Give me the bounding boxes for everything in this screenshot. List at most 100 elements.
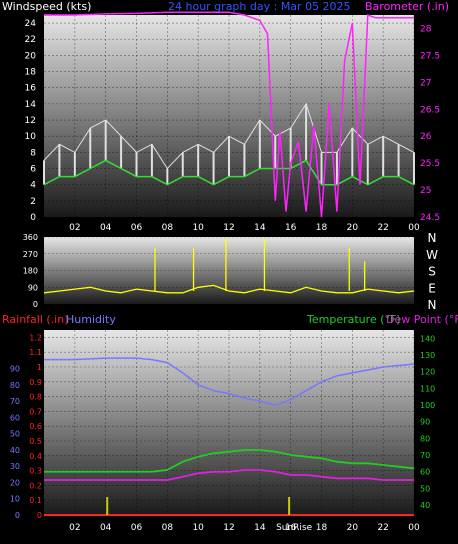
windspeed-tick-label: 24: [25, 19, 37, 29]
rainfall-tick-label: 0: [37, 511, 42, 520]
compass-label: S: [428, 265, 436, 279]
windspeed-tick-label: 2: [30, 197, 36, 207]
rainfall-tick-label: 0.2: [29, 481, 42, 490]
time-tick-label: 20: [347, 523, 359, 533]
barometer-line: [44, 11, 414, 218]
time-tick-label: 04: [100, 223, 112, 233]
temperature-line: [44, 449, 415, 473]
humidity-tick-label: 40: [10, 446, 20, 455]
direction-tick-label: 360: [23, 233, 38, 242]
time-tick-label: 00: [408, 523, 420, 533]
time-tick-label: 12: [223, 223, 234, 233]
humidity-tick-label: 20: [10, 478, 20, 487]
time-tick-label: 08: [162, 223, 174, 233]
rainfall-tick-label: 0.5: [29, 437, 42, 446]
windspeed-tick-label: 4: [30, 181, 36, 191]
graph-title: 24 hour graph day : Mar 05 2025: [168, 0, 351, 13]
windspeed-tick-label: 10: [25, 132, 37, 142]
temperature-axis-label: Temperature (°F): [306, 313, 401, 326]
humidity-axis-label: Humidity: [66, 313, 116, 326]
time-tick-label: 08: [162, 523, 174, 533]
time-tick-label: 06: [131, 523, 143, 533]
humidity-tick-label: 80: [10, 381, 20, 390]
time-tick-label: 06: [131, 223, 143, 233]
barometer-tick-label: 25: [420, 186, 431, 196]
time-tick-label: 14: [254, 523, 266, 533]
windspeed-tick-label: 12: [25, 116, 36, 126]
compass-label: E: [428, 281, 436, 295]
rainfall-tick-label: 1.1: [29, 348, 42, 357]
temperature-tick-label: 130: [420, 351, 435, 360]
time-tick-label: 22: [377, 523, 388, 533]
windspeed-tick-label: 22: [25, 35, 36, 45]
wind-direction-line: [43, 284, 415, 294]
time-tick-label: 20: [347, 223, 359, 233]
temperature-tick-label: 90: [420, 418, 430, 427]
humidity-tick-label: 60: [10, 413, 20, 422]
temperature-tick-label: 60: [420, 468, 430, 477]
windspeed-tick-label: 14: [25, 100, 37, 110]
barometer-tick-label: 26.5: [420, 105, 440, 115]
humidity-tick-label: 90: [10, 364, 20, 373]
time-tick-label: 02: [69, 223, 80, 233]
barometer-tick-label: 27.5: [420, 51, 440, 61]
temperature-tick-label: 100: [420, 401, 435, 410]
barometer-axis-label: Barometer (.in): [365, 0, 449, 13]
windspeed-tick-label: 6: [30, 165, 36, 175]
temperature-tick-label: 70: [420, 451, 430, 460]
time-tick-label: 18: [316, 223, 328, 233]
sunrise-label: SunRise: [276, 523, 313, 533]
compass-label: N: [428, 231, 437, 245]
time-tick-label: 10: [192, 523, 204, 533]
humidity-line: [44, 357, 415, 407]
time-tick-label: 14: [254, 223, 266, 233]
rainfall-tick-label: 0.4: [29, 452, 42, 461]
rainfall-axis-label: Rainfall (.in): [2, 313, 69, 326]
temperature-tick-label: 50: [420, 484, 430, 493]
rainfall-tick-label: 0.6: [29, 422, 42, 431]
temperature-tick-label: 120: [420, 368, 435, 377]
windspeed-tick-label: 18: [25, 68, 37, 78]
rainfall-tick-label: 1.2: [29, 333, 42, 342]
wind-average-line: [43, 159, 415, 186]
windspeed-axis-label: Windspeed (kts): [2, 0, 91, 13]
barometer-tick-label: 26: [420, 132, 432, 142]
time-tick-label: 04: [100, 523, 112, 533]
barometer-tick-label: 25.5: [420, 159, 440, 169]
time-tick-label: 02: [69, 523, 80, 533]
direction-tick-label: 90: [28, 283, 38, 292]
barometer-tick-label: 28: [420, 24, 432, 34]
time-tick-label: 16: [285, 223, 297, 233]
time-tick-label: 12: [223, 523, 234, 533]
dewpoint-axis-label: Dew Point (°F): [386, 313, 458, 326]
rainfall-tick-label: 0.7: [29, 407, 42, 416]
time-tick-label: 22: [377, 223, 388, 233]
windspeed-tick-label: 8: [30, 148, 36, 158]
rainfall-tick-label: 0.8: [29, 393, 42, 402]
rainfall-tick-label: 0.1: [29, 496, 42, 505]
time-tick-label: 18: [316, 523, 328, 533]
time-tick-label: 00: [408, 223, 420, 233]
rainfall-tick-label: 0.9: [29, 378, 42, 387]
temperature-tick-label: 110: [420, 384, 435, 393]
humidity-tick-label: 30: [10, 462, 20, 471]
windspeed-tick-label: 16: [25, 84, 37, 94]
time-tick-label: 10: [192, 223, 204, 233]
barometer-tick-label: 27: [420, 78, 431, 88]
windspeed-tick-label: 0: [30, 213, 36, 223]
rainfall-tick-label: 1: [37, 363, 42, 372]
temperature-tick-label: 40: [420, 501, 430, 510]
humidity-tick-label: 70: [10, 397, 20, 406]
humidity-tick-label: 10: [10, 495, 20, 504]
time-tick-label: 16: [285, 523, 297, 533]
rainfall-tick-label: 0.3: [29, 467, 42, 476]
dewpoint-line: [44, 469, 414, 481]
compass-label: N: [428, 298, 437, 312]
barometer-tick-label: 24.5: [420, 213, 440, 223]
direction-tick-label: 180: [23, 267, 38, 276]
windspeed-tick-label: 20: [25, 51, 37, 61]
humidity-tick-label: 0: [15, 511, 20, 520]
direction-tick-label: 270: [23, 250, 38, 259]
